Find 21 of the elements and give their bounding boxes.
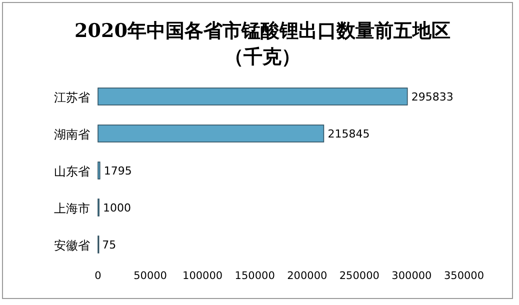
y-tick-label: 安徽省 (54, 238, 90, 252)
x-tick-label: 300000 (392, 270, 432, 282)
data-label: 215845 (328, 128, 370, 140)
chart-title: 2020年中国各省市锰酸锂出口数量前五地区（千克） (74, 19, 452, 70)
x-tick-label: 100000 (182, 270, 223, 282)
bar (98, 88, 408, 106)
bar (98, 124, 324, 142)
y-tick-label: 江苏省 (54, 90, 90, 104)
y-tick-label: 山东省 (54, 164, 90, 178)
x-tick-label: 0 (94, 270, 102, 282)
x-tick-label: 350000 (444, 270, 484, 282)
data-label: 1000 (103, 202, 132, 214)
x-tick-label: 50000 (134, 270, 167, 282)
y-tick-label: 上海市 (54, 202, 90, 216)
x-tick-label: 150000 (234, 270, 275, 282)
x-tick-label: 250000 (339, 270, 380, 282)
data-label: 295833 (411, 90, 454, 104)
data-label: 75 (102, 238, 116, 252)
data-label: 1795 (104, 164, 132, 178)
x-tick-label: 200000 (287, 270, 328, 282)
y-tick-label: 湖南省 (54, 128, 90, 142)
